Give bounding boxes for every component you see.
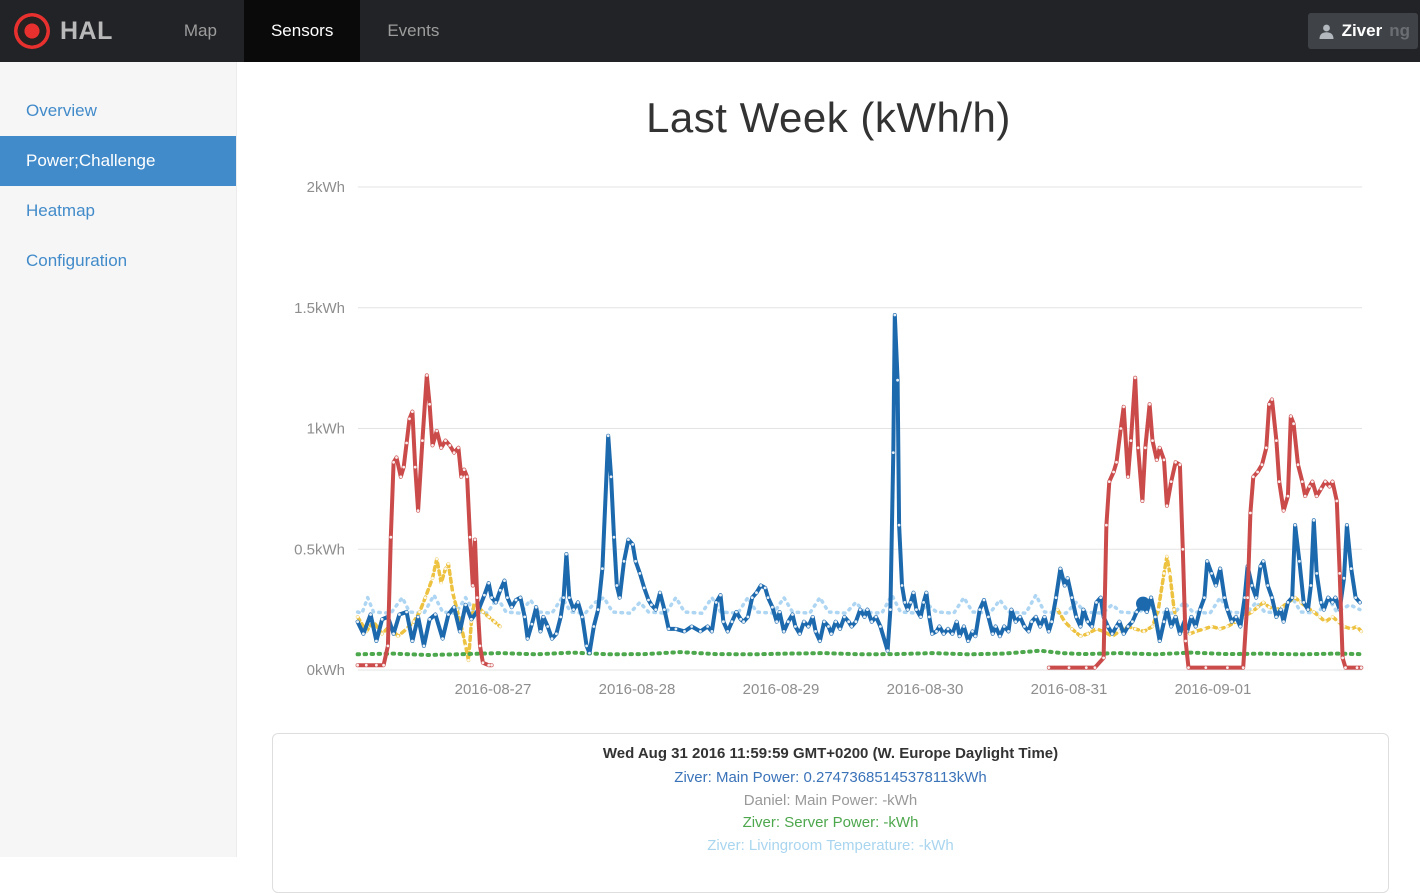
svg-text:0.5kWh: 0.5kWh bbox=[294, 541, 345, 558]
sidebar-item-power-challenge[interactable]: Power;Challenge bbox=[0, 136, 236, 186]
tooltip-date: Wed Aug 31 2016 11:59:59 GMT+0200 (W. Eu… bbox=[602, 745, 1059, 762]
sidebar-item-configuration[interactable]: Configuration bbox=[26, 251, 128, 270]
page-title: Last Week (kWh/h) bbox=[646, 94, 1011, 141]
svg-text:2016-08-31: 2016-08-31 bbox=[1031, 681, 1108, 698]
svg-text:2kWh: 2kWh bbox=[307, 179, 345, 196]
chart-tooltip-panel: Wed Aug 31 2016 11:59:59 GMT+0200 (W. Eu… bbox=[272, 733, 1389, 893]
user-area: Ziver ng bbox=[1307, 0, 1420, 62]
svg-text:2016-08-27: 2016-08-27 bbox=[455, 681, 532, 698]
person-icon bbox=[1318, 23, 1335, 40]
user-name: Ziver bbox=[1341, 21, 1383, 40]
svg-text:2016-08-29: 2016-08-29 bbox=[743, 681, 820, 698]
nav-item-sensors[interactable]: Sensors bbox=[243, 0, 361, 62]
user-menu-button[interactable]: Ziver ng bbox=[1307, 13, 1418, 49]
sidebar-item-overview[interactable]: Overview bbox=[26, 101, 97, 120]
svg-text:1.5kWh: 1.5kWh bbox=[294, 300, 345, 317]
svg-text:0kWh: 0kWh bbox=[307, 662, 345, 679]
top-navbar: HAL Map Sensors Events Ziver ng bbox=[0, 0, 1420, 62]
svg-text:2016-08-30: 2016-08-30 bbox=[887, 681, 964, 698]
main-content: Last Week (kWh/h) 0kWh 0.5kWh 1kWh 1.5kWh 2k… bbox=[237, 62, 1420, 893]
user-name-overflow: ng bbox=[1389, 21, 1410, 40]
svg-text:2016-09-01: 2016-09-01 bbox=[1175, 681, 1252, 698]
svg-text:1kWh: 1kWh bbox=[307, 421, 345, 438]
tooltip-line: Daniel: Main Power: -kWh bbox=[743, 791, 918, 809]
tooltip-line: Ziver: Livingroom Temperature: -kWh bbox=[707, 836, 954, 854]
sidebar-item-heatmap[interactable]: Heatmap bbox=[26, 201, 95, 220]
chart-highlight-dot bbox=[1136, 596, 1151, 611]
nav-item-map[interactable]: Map bbox=[183, 21, 217, 40]
sidebar: Overview Power;Challenge Heatmap Configu… bbox=[0, 62, 237, 857]
hal-logo-icon bbox=[14, 13, 50, 49]
nav-item-events[interactable]: Events bbox=[387, 21, 440, 40]
brand-title: HAL bbox=[60, 16, 113, 45]
tooltip-line: Ziver: Server Power: -kWh bbox=[742, 814, 919, 831]
main-nav: Map Sensors Events bbox=[157, 0, 466, 62]
chart-canvas[interactable]: 0kWh 0.5kWh 1kWh 1.5kWh 2kWh 2016-08-27 2016-0… bbox=[272, 170, 1390, 715]
svg-text:2016-08-28: 2016-08-28 bbox=[599, 681, 676, 698]
tooltip-line: Ziver: Main Power: 0.27473685145378113kW… bbox=[674, 769, 987, 786]
brand[interactable]: HAL bbox=[0, 0, 129, 62]
